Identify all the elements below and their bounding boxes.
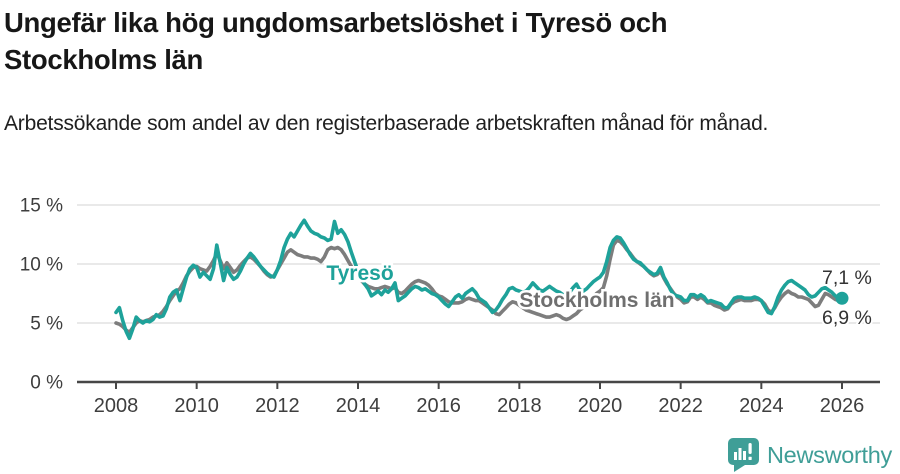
- newsworthy-wordmark: Newsworthy: [767, 441, 892, 468]
- series-end-dot: [835, 291, 849, 305]
- x-tick-label: 2014: [336, 395, 381, 417]
- x-tick-label: 2016: [416, 395, 461, 417]
- y-tick-label: 15 %: [20, 196, 63, 217]
- x-tick-label: 2018: [497, 395, 542, 417]
- unemployment-line-chart: 2008 2010 2012 2014 2016 2018 2020 2022 2024 2026…: [20, 196, 880, 417]
- newsworthy-logo[interactable]: Newsworthy: [728, 438, 892, 472]
- exclamation-icon-stem: [748, 443, 752, 454]
- y-tick-label: 5 %: [30, 314, 63, 335]
- series-label: Tyresö: [326, 262, 393, 285]
- x-tick-label: 2020: [578, 395, 623, 417]
- x-tick-label: 2008: [94, 395, 139, 417]
- x-tick-label: 2010: [174, 395, 219, 417]
- x-tick-label: 2012: [255, 395, 300, 417]
- x-tick-label: 2024: [739, 395, 784, 417]
- series-line-stockholms-l-n: [114, 238, 844, 335]
- series-label: Stockholms län: [519, 289, 674, 312]
- page-subtitle: Arbetssökande som andel av den registerb…: [4, 112, 769, 135]
- bar-icon-1: [734, 452, 738, 460]
- series-end-value-label: 6,9 %: [822, 307, 872, 329]
- series-end-value-label: 7,1 %: [822, 267, 872, 289]
- page-title: Ungefär lika hög ungdomsarbetslöshet i T…: [4, 7, 668, 75]
- exclamation-icon-dot: [748, 456, 752, 460]
- y-tick-label: 0 %: [30, 373, 63, 394]
- bar-icon-3: [743, 451, 747, 460]
- x-tick-label: 2022: [658, 395, 703, 417]
- y-tick-label: 10 %: [20, 255, 63, 276]
- x-tick-label: 2026: [820, 395, 865, 417]
- newsworthy-bubble-icon: [728, 438, 760, 472]
- bar-icon-2: [738, 448, 742, 460]
- series-line-tyres-: [114, 218, 844, 341]
